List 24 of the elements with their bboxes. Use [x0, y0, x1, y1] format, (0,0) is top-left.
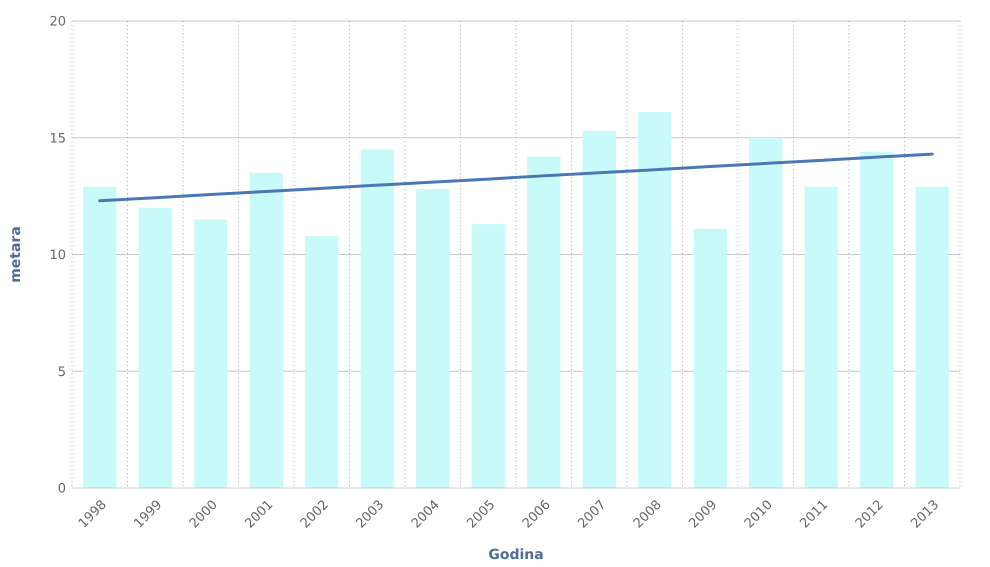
y-tick-label: 20: [49, 14, 66, 30]
bar: [694, 228, 727, 488]
bar: [804, 186, 838, 488]
y-tick-label: 10: [49, 248, 66, 264]
bar: [138, 208, 172, 488]
bar: [305, 236, 338, 488]
bar: [916, 186, 949, 488]
x-axis-title: Godina: [488, 547, 544, 563]
bar: [83, 186, 116, 488]
bar: [582, 130, 616, 488]
bar: [749, 138, 782, 488]
bar: [250, 172, 283, 488]
bar: [194, 219, 228, 488]
bar: [860, 152, 894, 488]
y-tick-label: 0: [58, 482, 66, 497]
y-axis-title: metara: [8, 226, 24, 283]
bar: [527, 156, 560, 488]
bar: [638, 112, 672, 488]
line-series: [98, 152, 934, 202]
bar: [416, 189, 450, 488]
bar: [472, 224, 505, 488]
y-tick-label: 5: [58, 364, 66, 380]
y-tick-label: 15: [49, 131, 66, 146]
bar: [360, 149, 394, 488]
